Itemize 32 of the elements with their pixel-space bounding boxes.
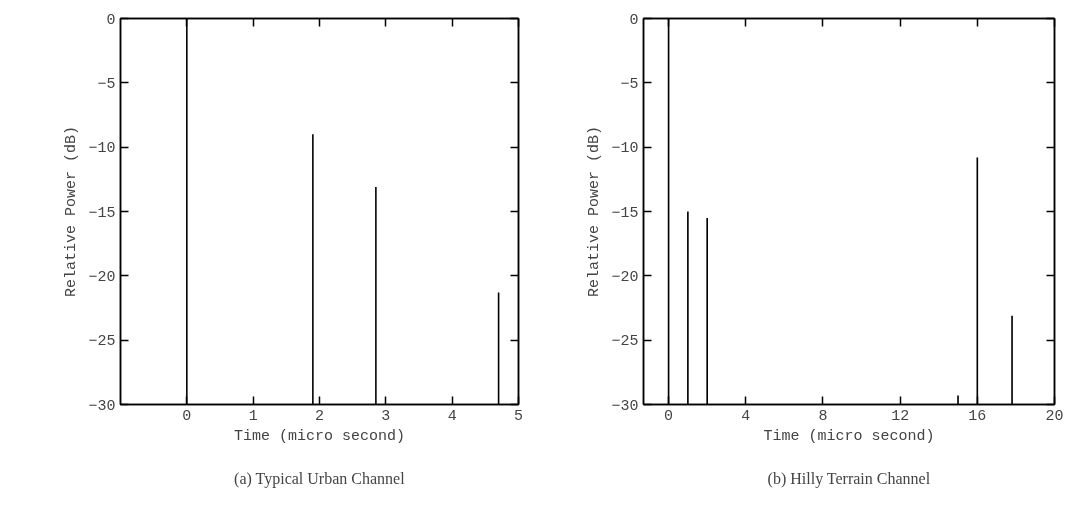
y-tick-label: −15: [611, 204, 639, 222]
x-tick-label: 8: [818, 407, 828, 425]
y-tick-label: −10: [611, 140, 639, 158]
x-axis-title: Time (micro second): [763, 427, 935, 445]
y-tick-label: 0: [629, 11, 639, 29]
y-tick-label: −20: [88, 268, 116, 286]
y-axis-title: Relative Power (dB): [63, 125, 81, 298]
y-tick-label: −5: [97, 75, 116, 93]
x-tick-label: 12: [891, 407, 910, 425]
x-tick-label: 2: [315, 407, 325, 425]
y-tick-label: −25: [88, 333, 116, 351]
x-tick-label: 20: [1045, 407, 1064, 425]
y-tick-label: −25: [611, 333, 639, 351]
y-tick-label: 0: [106, 11, 116, 29]
x-tick-label: 16: [968, 407, 987, 425]
text: (a) Typical Urban Channel: [234, 469, 406, 488]
x-tick-label: 4: [741, 407, 751, 425]
y-tick-label: −15: [88, 204, 116, 222]
y-axis-title: Relative Power (dB): [586, 125, 604, 298]
y-tick-label: −5: [620, 75, 639, 93]
x-tick-label: 4: [447, 407, 457, 425]
x-axis-title: Time (micro second): [233, 427, 406, 445]
y-tick-label: −30: [88, 397, 116, 415]
x-tick-label: 1: [248, 407, 258, 425]
x-tick-label: 3: [381, 407, 391, 425]
y-tick-label: −30: [611, 397, 639, 415]
x-tick-label: 0: [664, 407, 674, 425]
text: (b) Hilly Terrain Channel: [767, 469, 931, 488]
x-tick-label: 0: [182, 407, 192, 425]
y-tick-label: −20: [611, 268, 639, 286]
x-tick-label: 5: [514, 407, 524, 425]
y-tick-label: −10: [88, 140, 116, 158]
